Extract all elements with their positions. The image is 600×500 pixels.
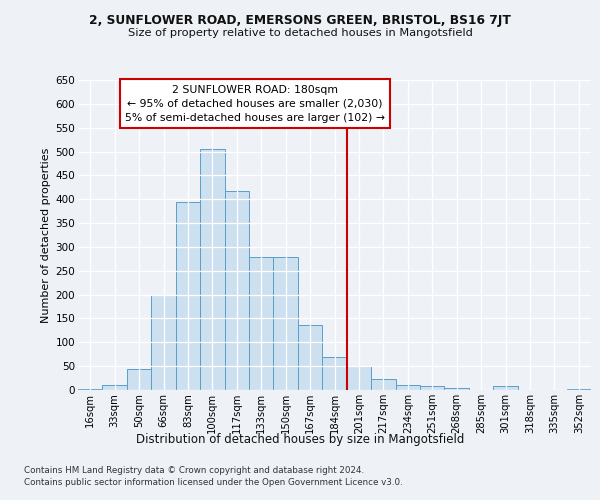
Bar bbox=[200, 149, 224, 390]
Text: 2, SUNFLOWER ROAD, EMERSONS GREEN, BRISTOL, BS16 7JT: 2, SUNFLOWER ROAD, EMERSONS GREEN, BRIST… bbox=[89, 14, 511, 27]
Text: Contains HM Land Registry data © Crown copyright and database right 2024.: Contains HM Land Registry data © Crown c… bbox=[24, 466, 364, 475]
Bar bbox=[445, 388, 469, 390]
Text: 2 SUNFLOWER ROAD: 180sqm
← 95% of detached houses are smaller (2,030)
5% of semi: 2 SUNFLOWER ROAD: 180sqm ← 95% of detach… bbox=[125, 84, 385, 122]
Bar bbox=[224, 190, 249, 390]
Text: Contains public sector information licensed under the Open Government Licence v3: Contains public sector information licen… bbox=[24, 478, 403, 487]
Y-axis label: Number of detached properties: Number of detached properties bbox=[41, 148, 52, 322]
Bar bbox=[274, 258, 298, 390]
Bar bbox=[298, 324, 322, 390]
Bar bbox=[493, 386, 518, 390]
Bar bbox=[176, 202, 200, 390]
Bar bbox=[151, 294, 176, 390]
Bar bbox=[103, 385, 127, 390]
Bar bbox=[371, 379, 395, 390]
Text: Size of property relative to detached houses in Mangotsfield: Size of property relative to detached ho… bbox=[128, 28, 472, 38]
Bar bbox=[566, 388, 591, 390]
Text: Distribution of detached houses by size in Mangotsfield: Distribution of detached houses by size … bbox=[136, 432, 464, 446]
Bar bbox=[249, 258, 274, 390]
Bar bbox=[127, 368, 151, 390]
Bar bbox=[420, 386, 445, 390]
Bar bbox=[322, 356, 347, 390]
Bar bbox=[78, 388, 103, 390]
Bar bbox=[347, 366, 371, 390]
Bar bbox=[395, 385, 420, 390]
